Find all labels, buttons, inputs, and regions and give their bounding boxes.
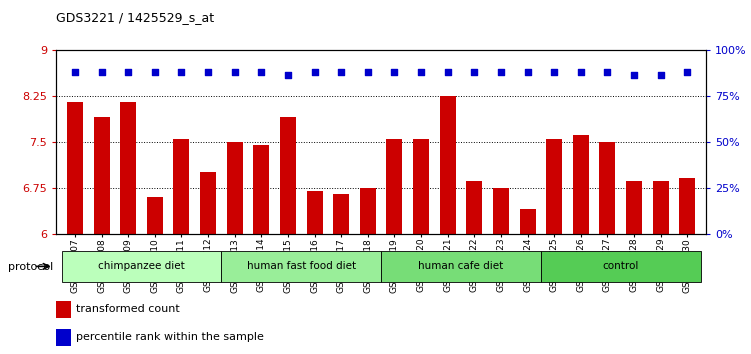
Bar: [56, 301, 71, 318]
Point: [442, 69, 454, 74]
Bar: [626, 182, 642, 354]
Bar: [147, 197, 163, 354]
Text: chimpanzee diet: chimpanzee diet: [98, 261, 185, 271]
Point: [415, 69, 427, 74]
Point: [202, 69, 214, 74]
Bar: [466, 182, 482, 354]
Bar: [413, 138, 429, 354]
Text: percentile rank within the sample: percentile rank within the sample: [76, 332, 264, 342]
Bar: [387, 138, 403, 354]
Bar: [680, 178, 695, 354]
Point: [122, 69, 134, 74]
Bar: [120, 102, 136, 354]
Point: [282, 73, 294, 78]
Point: [681, 69, 693, 74]
Point: [495, 69, 507, 74]
Bar: [333, 194, 349, 354]
Point: [229, 69, 241, 74]
Bar: [306, 191, 323, 354]
Bar: [546, 138, 562, 354]
Point: [69, 69, 81, 74]
Point: [521, 69, 533, 74]
Bar: [280, 117, 296, 354]
Point: [95, 69, 107, 74]
Bar: [599, 142, 615, 354]
Point: [469, 69, 481, 74]
Bar: [360, 188, 376, 354]
Point: [388, 69, 400, 74]
Bar: [94, 117, 110, 354]
FancyBboxPatch shape: [382, 251, 541, 281]
Bar: [200, 172, 216, 354]
Point: [628, 73, 640, 78]
Text: control: control: [602, 261, 639, 271]
Bar: [173, 138, 189, 354]
Bar: [653, 182, 668, 354]
FancyBboxPatch shape: [222, 251, 382, 281]
Point: [149, 69, 161, 74]
FancyBboxPatch shape: [541, 251, 701, 281]
Point: [176, 69, 188, 74]
Text: protocol: protocol: [8, 262, 53, 272]
Text: human cafe diet: human cafe diet: [418, 261, 504, 271]
Bar: [227, 142, 243, 354]
Bar: [439, 96, 456, 354]
Point: [602, 69, 614, 74]
Point: [335, 69, 347, 74]
Point: [575, 69, 587, 74]
Text: transformed count: transformed count: [76, 304, 179, 314]
Text: human fast food diet: human fast food diet: [246, 261, 356, 271]
Bar: [573, 136, 589, 354]
Bar: [67, 102, 83, 354]
Point: [655, 73, 667, 78]
Bar: [56, 329, 71, 346]
Bar: [253, 145, 270, 354]
Bar: [520, 209, 535, 354]
Text: GDS3221 / 1425529_s_at: GDS3221 / 1425529_s_at: [56, 11, 215, 24]
Bar: [493, 188, 509, 354]
FancyBboxPatch shape: [62, 251, 222, 281]
Point: [309, 69, 321, 74]
Point: [362, 69, 374, 74]
Point: [548, 69, 560, 74]
Point: [255, 69, 267, 74]
